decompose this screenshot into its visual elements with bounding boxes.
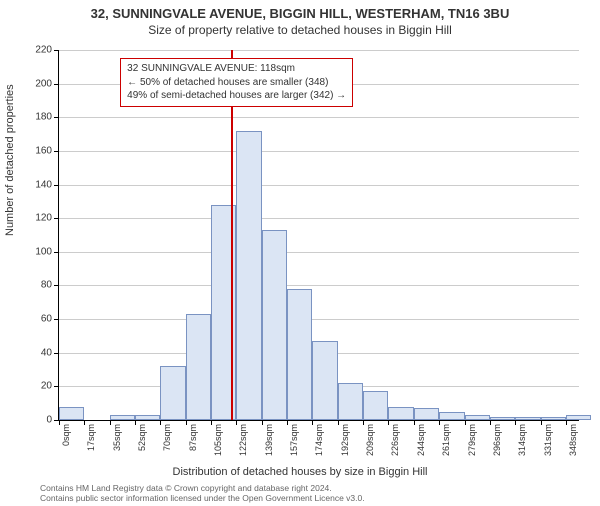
chart-area: 0sqm17sqm35sqm52sqm70sqm87sqm105sqm122sq… (58, 50, 578, 420)
xtick-mark (110, 420, 111, 425)
ytick-label: 200 (26, 78, 52, 89)
ytick-mark (54, 319, 59, 320)
ytick-label: 100 (26, 246, 52, 257)
ytick-mark (54, 117, 59, 118)
histogram-bar (465, 415, 490, 420)
ytick-mark (54, 285, 59, 286)
histogram-bar (160, 366, 185, 420)
xtick-mark (287, 420, 288, 425)
ytick-mark (54, 151, 59, 152)
gridline (59, 151, 579, 152)
gridline (59, 185, 579, 186)
ytick-mark (54, 218, 59, 219)
ytick-mark (54, 84, 59, 85)
ytick-mark (54, 252, 59, 253)
ytick-label: 80 (26, 280, 52, 291)
histogram-bar (515, 417, 540, 420)
ytick-mark (54, 185, 59, 186)
xtick-mark (59, 420, 60, 425)
histogram-bar (312, 341, 337, 420)
annotation-line: ← 50% of detached houses are smaller (34… (127, 76, 346, 90)
ytick-label: 140 (26, 179, 52, 190)
ytick-label: 160 (26, 145, 52, 156)
plot-region: 0sqm17sqm35sqm52sqm70sqm87sqm105sqm122sq… (58, 50, 579, 421)
histogram-bar (490, 417, 515, 420)
gridline (59, 252, 579, 253)
ytick-label: 120 (26, 213, 52, 224)
histogram-bar (388, 407, 413, 420)
gridline (59, 319, 579, 320)
gridline (59, 50, 579, 51)
xtick-mark (363, 420, 364, 425)
histogram-bar (236, 131, 261, 420)
ytick-label: 180 (26, 112, 52, 123)
xtick-mark (262, 420, 263, 425)
x-axis-label: Distribution of detached houses by size … (0, 466, 600, 478)
histogram-bar (338, 383, 363, 420)
address-title: 32, SUNNINGVALE AVENUE, BIGGIN HILL, WES… (0, 6, 600, 21)
xtick-mark (490, 420, 491, 425)
xtick-mark (211, 420, 212, 425)
histogram-bar (439, 412, 464, 420)
gridline (59, 117, 579, 118)
chart-subtitle: Size of property relative to detached ho… (0, 23, 600, 37)
histogram-bar (186, 314, 211, 420)
xtick-mark (465, 420, 466, 425)
footer-line-1: Contains HM Land Registry data © Crown c… (40, 483, 365, 494)
ytick-label: 40 (26, 347, 52, 358)
histogram-bar (287, 289, 312, 420)
footer-line-2: Contains public sector information licen… (40, 493, 365, 504)
ytick-mark (54, 386, 59, 387)
annotation-line: 32 SUNNINGVALE AVENUE: 118sqm (127, 62, 346, 76)
histogram-bar (110, 415, 135, 420)
histogram-bar (414, 408, 439, 420)
footer-attribution: Contains HM Land Registry data © Crown c… (40, 483, 365, 504)
ytick-mark (54, 353, 59, 354)
xtick-mark (566, 420, 567, 425)
ytick-label: 60 (26, 314, 52, 325)
xtick-mark (135, 420, 136, 425)
histogram-bar (566, 415, 591, 420)
ytick-mark (54, 50, 59, 51)
histogram-bar (363, 391, 388, 420)
annotation-box: 32 SUNNINGVALE AVENUE: 118sqm← 50% of de… (120, 58, 353, 107)
xtick-mark (414, 420, 415, 425)
histogram-bar (262, 230, 287, 420)
xtick-mark (439, 420, 440, 425)
ytick-label: 220 (26, 45, 52, 56)
ytick-label: 20 (26, 381, 52, 392)
ytick-label: 0 (26, 415, 52, 426)
histogram-bar (541, 417, 566, 420)
y-axis-label: Number of detached properties (4, 84, 16, 236)
gridline (59, 285, 579, 286)
xtick-mark (541, 420, 542, 425)
gridline (59, 218, 579, 219)
xtick-mark (186, 420, 187, 425)
histogram-bar (135, 415, 160, 420)
xtick-mark (338, 420, 339, 425)
annotation-line: 49% of semi-detached houses are larger (… (127, 89, 346, 103)
histogram-bar (59, 407, 84, 420)
